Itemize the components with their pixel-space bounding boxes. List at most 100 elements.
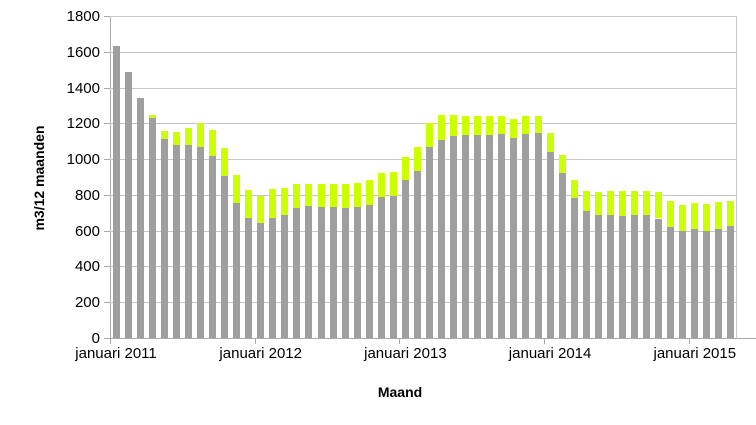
- gridline-y-800: [110, 194, 737, 196]
- gray-bottom-segment: [353, 207, 361, 338]
- green-top-segment: [329, 184, 337, 207]
- gray-bottom-segment: [329, 206, 337, 338]
- y-axis-tick: [104, 51, 110, 53]
- gray-bottom-segment: [365, 204, 373, 338]
- green-top-segment: [727, 200, 735, 226]
- y-axis-tick: [104, 159, 110, 161]
- x-tick-label: januari 2014: [508, 345, 592, 362]
- gridline-y-1600: [110, 51, 737, 53]
- green-top-segment: [172, 132, 180, 145]
- green-top-segment: [353, 183, 361, 208]
- gray-bottom-segment: [245, 217, 253, 338]
- green-top-segment: [534, 115, 542, 134]
- x-axis-tick: [544, 338, 546, 344]
- y-tick-label: 0: [91, 330, 100, 347]
- x-axis-title: Maand: [377, 384, 423, 400]
- y-axis-tick: [104, 194, 110, 196]
- green-top-segment: [631, 191, 638, 215]
- gray-bottom-segment: [305, 205, 313, 338]
- y-tick-label: 200: [74, 294, 100, 312]
- gray-bottom-segment: [281, 215, 289, 338]
- gray-bottom-segment: [474, 135, 482, 338]
- green-top-segment: [281, 188, 289, 216]
- gray-bottom-segment: [172, 144, 180, 338]
- green-top-segment: [715, 202, 723, 229]
- green-top-segment: [426, 123, 434, 147]
- green-top-segment: [582, 191, 590, 212]
- x-axis-tick: [110, 338, 111, 344]
- green-top-segment: [594, 191, 602, 216]
- y-axis-tick: [104, 123, 110, 125]
- green-top-segment: [558, 154, 566, 173]
- green-top-segment: [546, 133, 554, 152]
- x-axis-tick: [254, 338, 256, 344]
- gray-bottom-segment: [679, 230, 687, 338]
- gray-bottom-segment: [401, 180, 409, 338]
- y-axis-tick: [104, 266, 110, 268]
- plot-right-border: [736, 16, 737, 338]
- gray-bottom-segment: [293, 207, 301, 338]
- green-top-segment: [305, 184, 313, 206]
- gray-bottom-segment: [269, 217, 277, 338]
- green-top-segment: [462, 116, 470, 136]
- green-top-segment: [498, 115, 506, 135]
- x-axis-line: [104, 338, 756, 339]
- gray-bottom-segment: [148, 117, 156, 338]
- gray-bottom-segment: [341, 207, 349, 338]
- green-top-segment: [245, 190, 253, 218]
- gridline-y-1800: [110, 16, 737, 17]
- gray-bottom-segment: [112, 46, 120, 338]
- gray-bottom-segment: [558, 172, 566, 338]
- gridline-y-1400: [110, 87, 737, 89]
- gray-bottom-segment: [413, 171, 421, 338]
- green-top-segment: [221, 148, 229, 177]
- green-top-segment: [317, 184, 325, 207]
- green-top-segment: [293, 184, 301, 208]
- gray-bottom-segment: [618, 216, 626, 338]
- x-tick-label: januari 2011: [75, 345, 157, 362]
- y-tick-label: 1200: [66, 115, 100, 133]
- gray-bottom-segment: [450, 135, 458, 338]
- green-top-segment: [667, 200, 675, 227]
- x-tick-label: januari 2012: [219, 345, 302, 362]
- y-axis-line: [110, 16, 111, 344]
- green-top-segment: [691, 203, 699, 230]
- green-top-segment: [474, 116, 482, 136]
- y-tick-label: 800: [74, 186, 100, 204]
- gray-bottom-segment: [389, 196, 397, 338]
- gray-bottom-segment: [667, 226, 675, 338]
- green-top-segment: [377, 173, 385, 197]
- gray-bottom-segment: [377, 196, 385, 338]
- y-axis-tick: [104, 302, 110, 304]
- gray-bottom-segment: [594, 215, 602, 338]
- green-top-segment: [413, 147, 421, 172]
- x-tick-label: januari 2013: [364, 345, 447, 362]
- gray-bottom-segment: [462, 135, 470, 338]
- green-top-segment: [703, 204, 711, 231]
- gridline-y-1200: [110, 123, 737, 125]
- y-tick-label: 1800: [66, 8, 100, 25]
- gray-bottom-segment: [257, 222, 265, 338]
- gray-bottom-segment: [546, 151, 554, 338]
- green-top-segment: [522, 115, 530, 135]
- y-axis-tick: [104, 230, 110, 232]
- green-top-segment: [486, 116, 494, 136]
- green-top-segment: [160, 131, 168, 140]
- gray-bottom-segment: [703, 230, 711, 338]
- y-axis-title: m3/12 maanden: [31, 125, 47, 231]
- green-top-segment: [450, 115, 458, 136]
- gray-bottom-segment: [655, 218, 663, 338]
- gray-bottom-segment: [160, 139, 168, 338]
- gray-bottom-segment: [631, 214, 638, 338]
- gray-bottom-segment: [426, 146, 434, 338]
- gray-bottom-segment: [522, 134, 530, 338]
- gray-bottom-segment: [727, 225, 735, 338]
- green-top-segment: [389, 171, 397, 197]
- green-top-segment: [679, 204, 687, 231]
- green-top-segment: [257, 195, 265, 223]
- green-top-segment: [510, 118, 518, 138]
- y-axis-tick: [104, 338, 110, 339]
- plot-area: [110, 16, 737, 338]
- gray-bottom-segment: [136, 98, 144, 338]
- green-top-segment: [184, 127, 192, 145]
